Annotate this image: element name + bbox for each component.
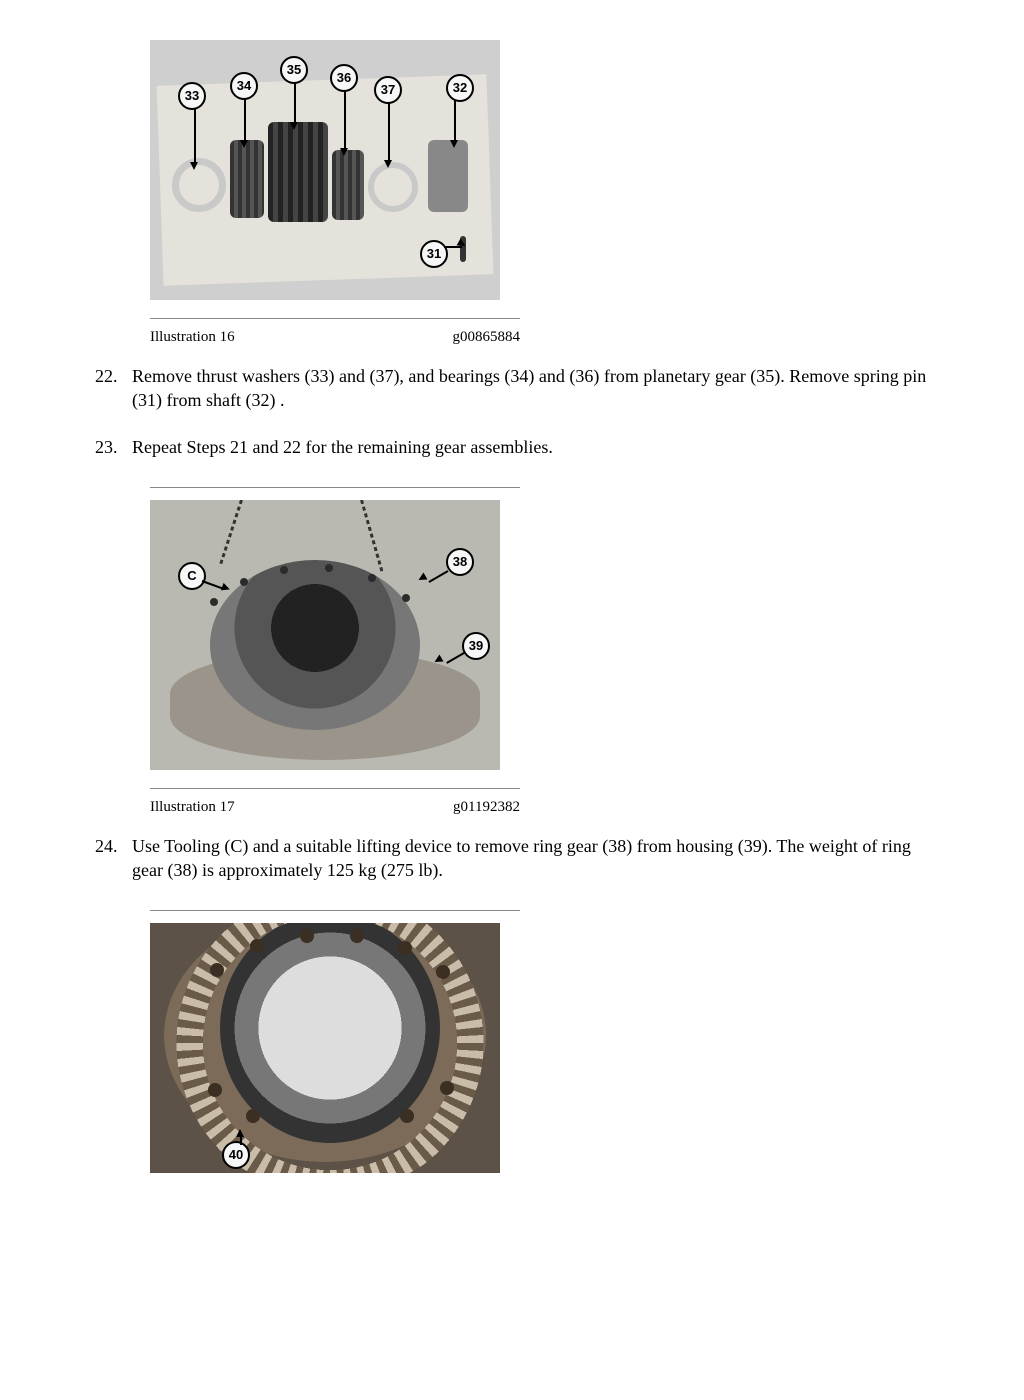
figure-17-caption: Illustration 17 g01192382: [150, 788, 520, 816]
step-23: Repeat Steps 21 and 22 for the remaining…: [122, 435, 944, 459]
callout-39: 39: [462, 632, 490, 660]
callout-34: 34: [230, 72, 258, 100]
figure-17: C 38 39 Illustration 17 g01192382: [150, 487, 520, 816]
callout-36: 36: [330, 64, 358, 92]
figure-18: 40: [150, 910, 520, 1173]
step-list-b: Use Tooling (C) and a suitable lifting d…: [80, 834, 944, 883]
figure-16-image: 33 34 35 36 37 32 31: [150, 40, 500, 300]
step-22: Remove thrust washers (33) and (37), and…: [122, 364, 944, 413]
figure-16: 33 34 35 36 37 32 31 Illustration 16 g: [150, 40, 520, 346]
figure-16-caption-code: g00865884: [453, 329, 521, 346]
document-page: 33 34 35 36 37 32 31 Illustration 16 g: [0, 0, 1024, 1213]
figure-17-image: C 38 39: [150, 500, 500, 770]
callout-33: 33: [178, 82, 206, 110]
callout-37: 37: [374, 76, 402, 104]
figure-18-image: 40: [150, 923, 500, 1173]
callout-31: 31: [420, 240, 448, 268]
step-list-a: Remove thrust washers (33) and (37), and…: [80, 364, 944, 459]
callout-38: 38: [446, 548, 474, 576]
callout-C: C: [178, 562, 206, 590]
callout-35: 35: [280, 56, 308, 84]
figure-16-caption: Illustration 16 g00865884: [150, 318, 520, 346]
figure-17-caption-code: g01192382: [453, 799, 520, 816]
figure-16-caption-label: Illustration 16: [150, 329, 235, 346]
callout-32: 32: [446, 74, 474, 102]
step-24: Use Tooling (C) and a suitable lifting d…: [122, 834, 944, 883]
figure-17-caption-label: Illustration 17: [150, 799, 235, 816]
